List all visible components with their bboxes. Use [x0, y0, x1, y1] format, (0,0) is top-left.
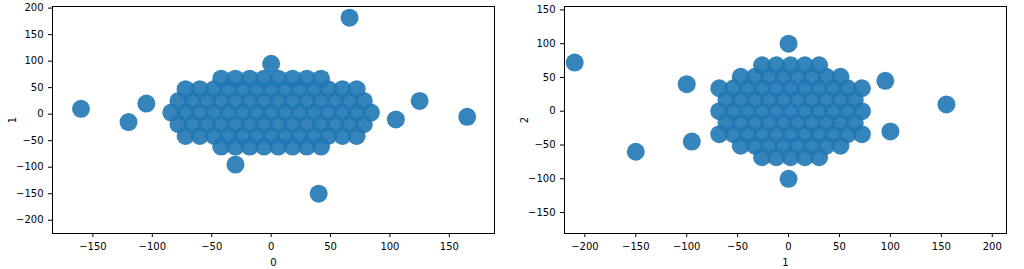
- svg-text:−150: −150: [528, 207, 555, 218]
- svg-text:100: 100: [380, 241, 399, 252]
- svg-text:0: 0: [37, 108, 43, 119]
- svg-text:−200: −200: [571, 241, 598, 252]
- svg-text:−50: −50: [534, 139, 555, 150]
- svg-text:−100: −100: [139, 241, 166, 252]
- svg-text:50: 50: [833, 241, 846, 252]
- svg-text:150: 150: [932, 241, 951, 252]
- svg-text:0: 0: [549, 105, 555, 116]
- svg-text:50: 50: [324, 241, 337, 252]
- svg-text:50: 50: [31, 82, 44, 93]
- svg-text:0: 0: [268, 241, 274, 252]
- svg-text:200: 200: [983, 241, 1002, 252]
- svg-text:−100: −100: [16, 161, 43, 172]
- svg-text:1: 1: [7, 117, 18, 123]
- svg-text:−150: −150: [79, 241, 106, 252]
- svg-text:100: 100: [536, 38, 555, 49]
- svg-text:200: 200: [24, 2, 43, 13]
- svg-text:−150: −150: [16, 188, 43, 199]
- svg-text:−50: −50: [727, 241, 748, 252]
- svg-text:−150: −150: [622, 241, 649, 252]
- svg-text:50: 50: [543, 72, 556, 83]
- svg-text:100: 100: [24, 55, 43, 66]
- svg-text:−100: −100: [673, 241, 700, 252]
- svg-text:150: 150: [24, 29, 43, 40]
- svg-text:0: 0: [270, 257, 276, 268]
- svg-text:1: 1: [782, 257, 788, 268]
- svg-text:−200: −200: [16, 214, 43, 225]
- svg-text:2: 2: [519, 117, 530, 123]
- svg-text:100: 100: [881, 241, 900, 252]
- svg-text:150: 150: [440, 241, 459, 252]
- svg-text:150: 150: [536, 4, 555, 15]
- svg-text:−100: −100: [528, 173, 555, 184]
- svg-text:−50: −50: [22, 135, 43, 146]
- svg-text:−50: −50: [201, 241, 222, 252]
- svg-text:0: 0: [785, 241, 791, 252]
